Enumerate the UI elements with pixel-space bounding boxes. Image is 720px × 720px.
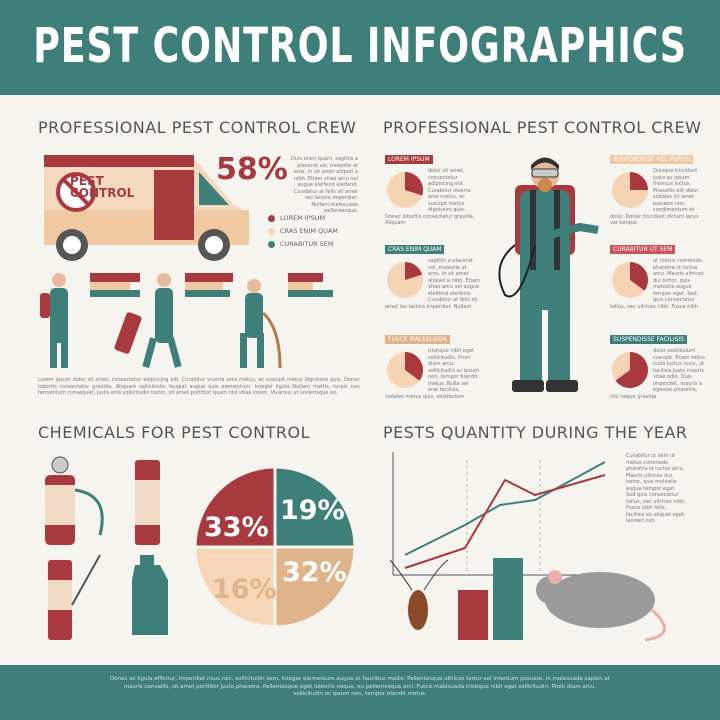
chemicals-pie-chart (193, 465, 357, 629)
van-logo-text: PEST CONTROL (70, 175, 134, 199)
callout: CRAS ENIM QUAM sagittis a placerat vel, … (385, 236, 480, 310)
callout-body: ut metus commodo pharetra id luctus arcu… (610, 258, 705, 310)
callout-label: CURABITUR UT SEM (610, 245, 676, 254)
bar-red (458, 590, 488, 640)
pie-label: 32% (282, 557, 347, 588)
callout-pie (612, 172, 648, 208)
callout-label: CRAS ENIM QUAM (385, 245, 445, 254)
callout-pie (387, 262, 423, 298)
callout: SUSPENDISSE VEL PURUS Quisque tincidunt … (610, 146, 705, 227)
page-title-wrap: PEST CONTROL INFOGRAPHICS (0, 18, 720, 78)
footer-text: Donec ac ligula efficitur, imperdiet ris… (110, 676, 610, 697)
callout: FUSCE MALESUADA tristique nibh eget soll… (385, 326, 480, 400)
callout: SUSPENDISSE FACILISIS dolor vestibulum s… (610, 326, 705, 400)
callout-text: dolor sit amet, consectetur adipiscing e… (385, 168, 475, 226)
chemical-products-illustration (45, 456, 168, 640)
page-title: PEST CONTROL INFOGRAPHICS (33, 18, 687, 74)
crew-illustration (40, 273, 333, 369)
pie-label: 16% (212, 574, 277, 605)
legend-item: CRAS ENIM QUAM (268, 227, 338, 235)
legend-dot (268, 227, 275, 235)
legend-item: CURABITUR SEM (268, 240, 338, 248)
red-series-line (404, 474, 606, 569)
callout-body: Quisque tincidunt justo ac ipsum rhoncus… (610, 168, 705, 227)
callout-pie-wrap (610, 260, 650, 300)
pie-label: 19% (280, 495, 345, 526)
header-banner (0, 0, 720, 95)
pie-slice (193, 545, 277, 629)
rat-icon (545, 572, 655, 628)
van-logo-line: CONTROL (70, 186, 135, 200)
callout-pie-wrap (385, 350, 425, 390)
callout-pie-wrap (385, 170, 425, 210)
callout-label: SUSPENDISSE VEL PURUS (610, 155, 694, 164)
callout: LOREM IPSUM dolor sit amet, consectetur … (385, 146, 480, 227)
callout-pie (612, 262, 648, 298)
van-logo-line: PEST (70, 174, 104, 188)
van-illustration (44, 155, 249, 261)
section-title-chemicals: CHEMICALS FOR PEST CONTROL (38, 423, 311, 442)
stat-value: 58% (216, 152, 288, 187)
legend-label: LOREM IPSUM (280, 214, 326, 222)
callout-body: dolor vestibulum suscipit. Etiam tellus … (610, 348, 705, 400)
callout-pie-wrap (610, 170, 650, 210)
pie-slice (193, 465, 277, 549)
legend-item: LOREM IPSUM (268, 214, 338, 222)
callout-body: dolor sit amet, consectetur adipiscing e… (385, 168, 480, 227)
pie-slice (273, 465, 357, 549)
callout-text: dolor vestibulum suscipit. Etiam tellus … (610, 348, 705, 400)
section-title-crew-right: PROFESSIONAL PEST CONTROL CREW (383, 118, 702, 137)
footer-banner (0, 665, 720, 720)
legend-dot (268, 240, 275, 248)
callout-pie (612, 352, 648, 388)
callout-text: tristique nibh eget sollicitudin. Proin … (385, 348, 480, 400)
callout-pie-wrap (610, 350, 650, 390)
quantity-description: Curabitur ut sem ut metus commodo pharet… (626, 453, 686, 524)
callout-pie (387, 352, 423, 388)
callout-body: sagittis a placerat vel, molestie at ero… (385, 258, 480, 310)
section-title-quantity: PESTS QUANTITY DURING THE YEAR (383, 423, 688, 442)
crew-description: Lorem ipsum dolor sit amet, consectetur … (38, 377, 360, 396)
pie-slice (273, 545, 357, 629)
callout-text: sagittis a placerat vel, molestie at ero… (385, 258, 480, 310)
callout: CURABITUR UT SEM ut metus commodo pharet… (610, 236, 705, 310)
pie-label: 33% (204, 512, 269, 543)
callout-text: ut metus commodo pharetra id luctus arcu… (610, 258, 704, 310)
pests-bars-illustration (390, 558, 666, 642)
callout-label: SUSPENDISSE FACILISIS (610, 335, 687, 344)
section-title-crew-left: PROFESSIONAL PEST CONTROL CREW (38, 118, 357, 137)
callout-body: tristique nibh eget sollicitudin. Proin … (385, 348, 480, 400)
legend-dot (268, 214, 275, 222)
bar-teal (493, 558, 523, 640)
callout-pie (387, 172, 423, 208)
legend: LOREM IPSUM CRAS ENIM QUAM CURABITUR SEM (268, 214, 338, 248)
legend-label: CURABITUR SEM (280, 240, 334, 248)
exterminator-illustration (498, 157, 599, 392)
teal-series-line (404, 461, 606, 556)
cockroach-icon (408, 590, 428, 630)
callout-text: Quisque tincidunt justo ac ipsum rhoncus… (610, 168, 701, 226)
stat-description: Duis enim quam, sagittis a placerat vel,… (291, 156, 358, 214)
callout-label: FUSCE MALESUADA (385, 335, 450, 344)
callout-pie-wrap (385, 260, 425, 300)
legend-label: CRAS ENIM QUAM (280, 227, 338, 235)
callout-label: LOREM IPSUM (385, 155, 433, 164)
